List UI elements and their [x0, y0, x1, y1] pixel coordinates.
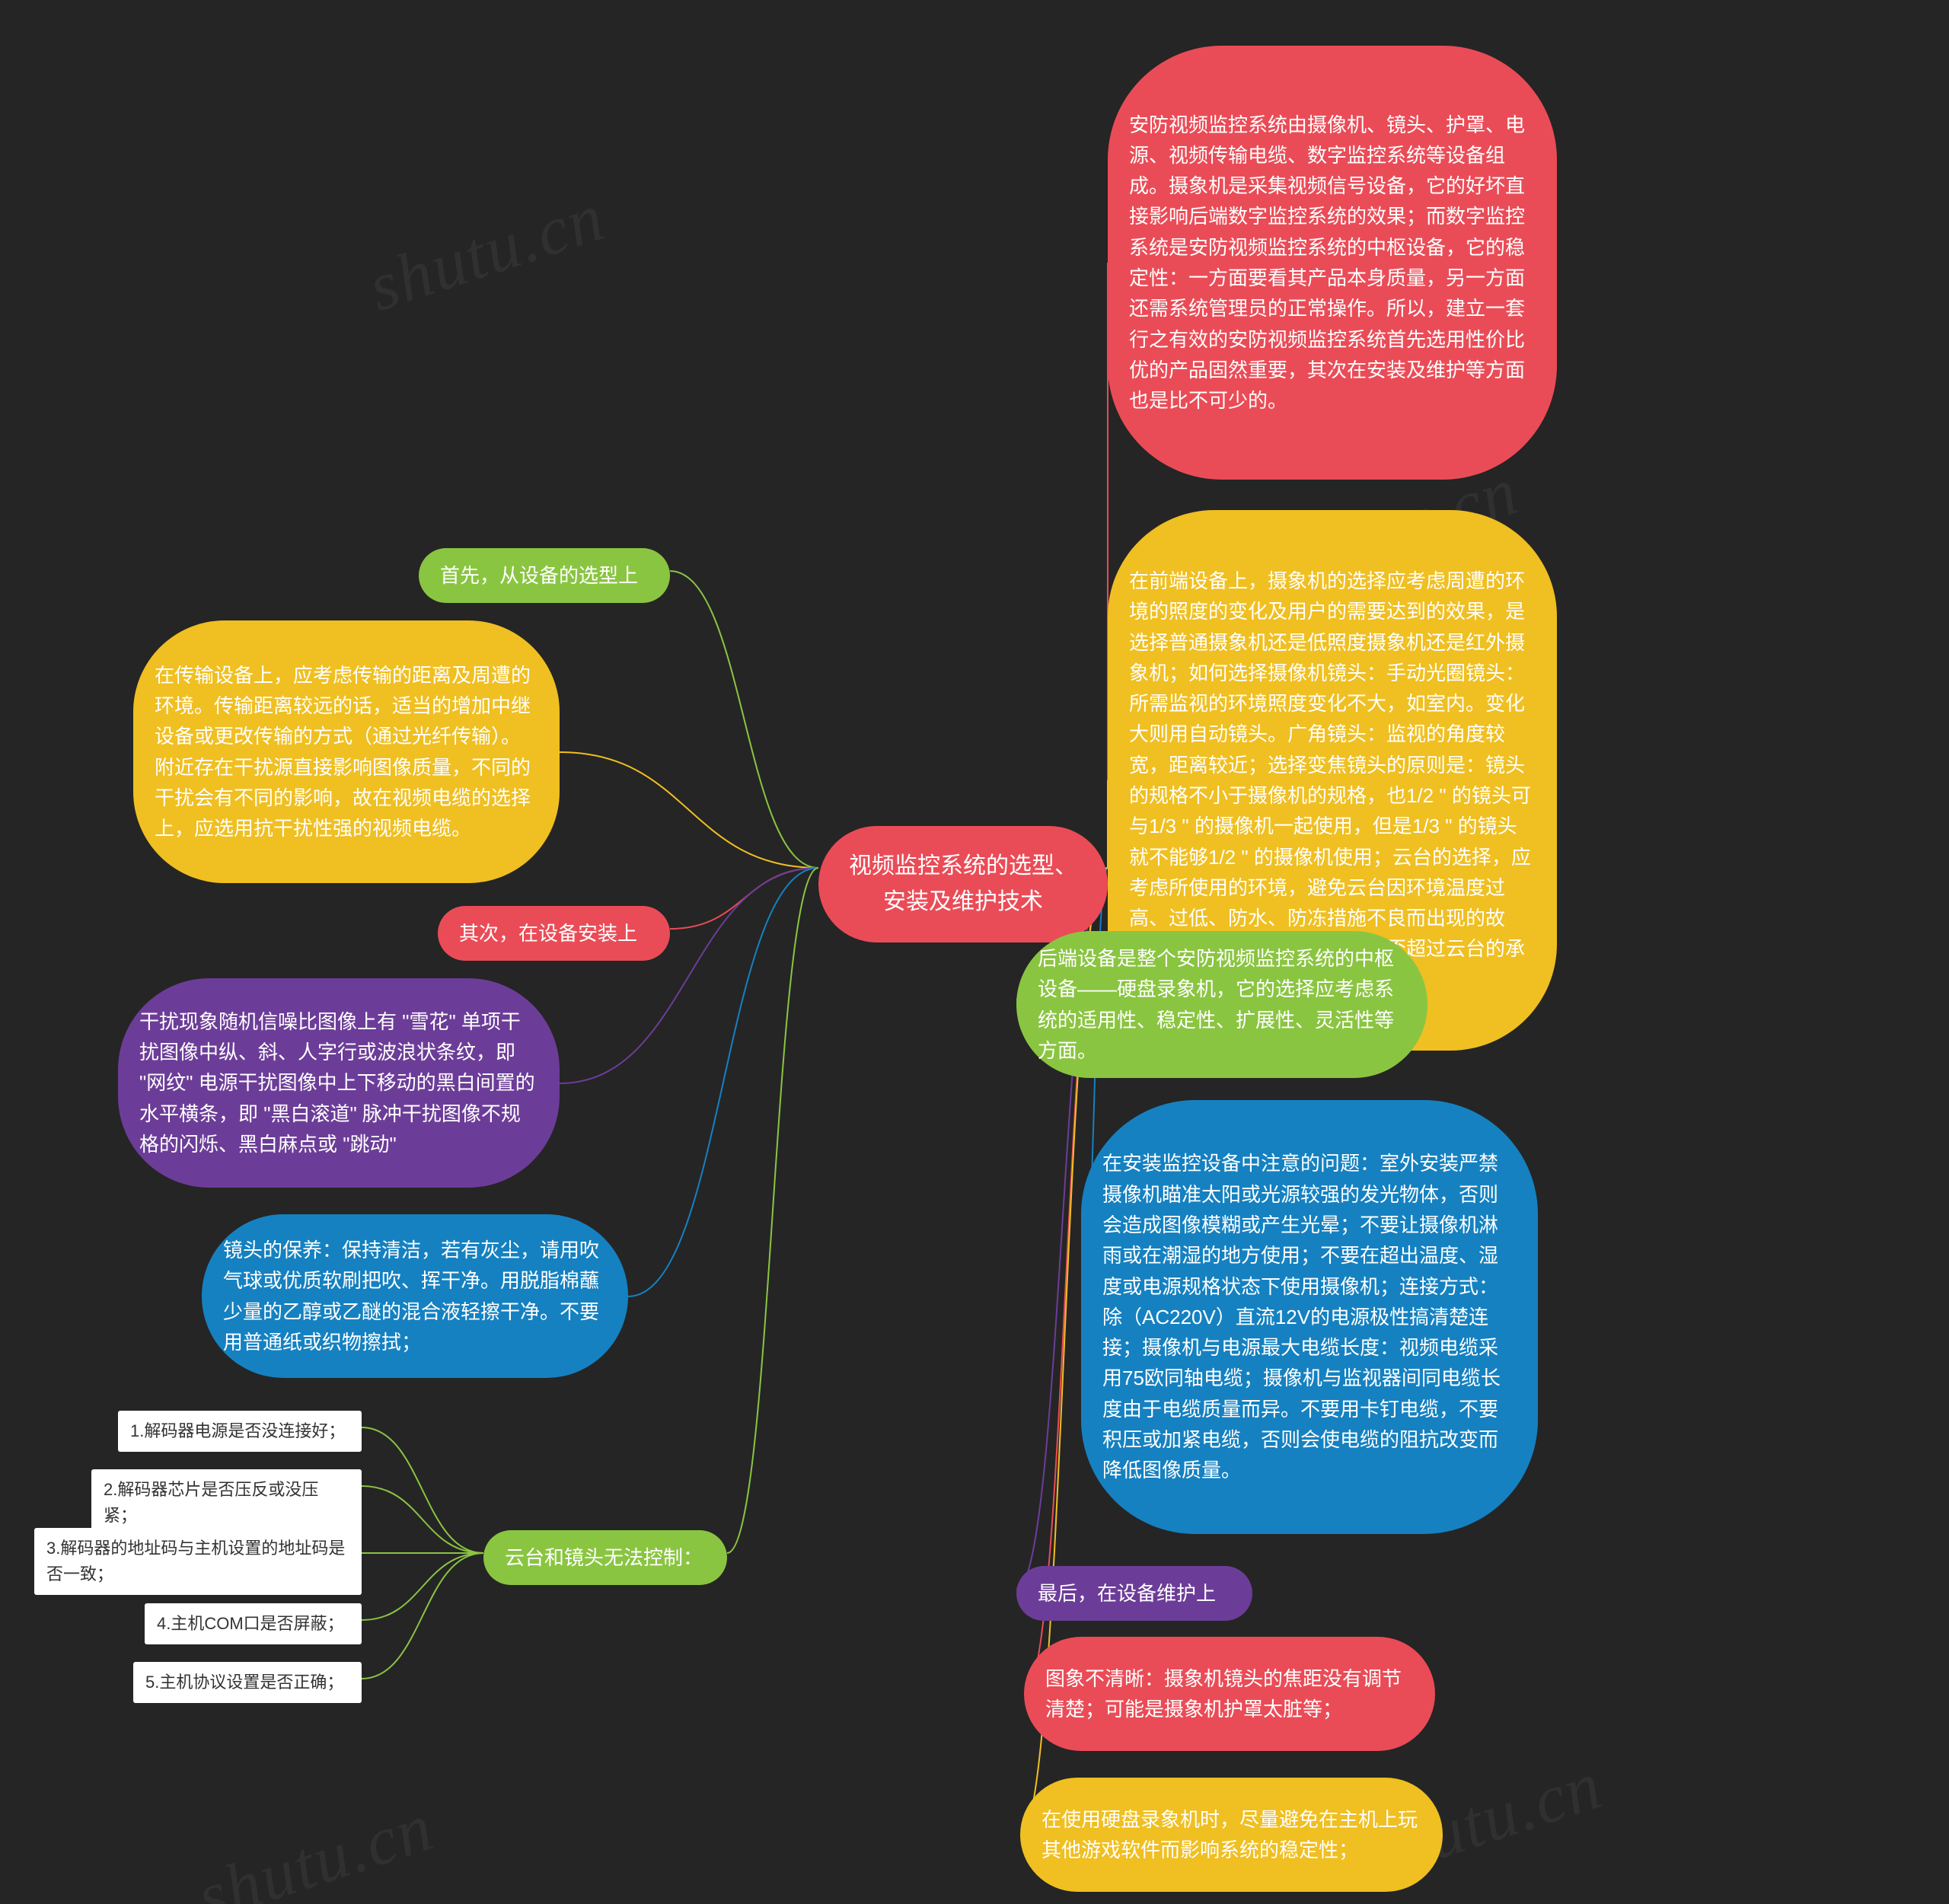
node-text: 在安装监控设备中注意的问题：室外安装严禁摄像机瞄准太阳或光源较强的发光物体，否则… [1102, 1148, 1517, 1485]
watermark: shutu.cn [188, 1788, 443, 1904]
mindmap-node[interactable]: 在传输设备上，应考虑传输的距离及周遭的环境。传输距离较远的话，适当的增加中继设备… [133, 620, 560, 883]
node-text: 在使用硬盘录象机时，尽量避免在主机上玩其他游戏软件而影响系统的稳定性； [1041, 1804, 1421, 1866]
node-text: 图象不清晰：摄象机镜头的焦距没有调节清楚；可能是摄象机护罩太脏等； [1045, 1663, 1414, 1725]
mindmap-node[interactable]: 图象不清晰：摄象机镜头的焦距没有调节清楚；可能是摄象机护罩太脏等； [1024, 1637, 1435, 1751]
mindmap-node[interactable]: 云台和镜头无法控制： [483, 1530, 727, 1585]
node-text: 安防视频监控系统由摄像机、镜头、护罩、电源、视频传输电缆、数字监控系统等设备组成… [1129, 110, 1536, 416]
mindmap-node[interactable]: 在使用硬盘录象机时，尽量避免在主机上玩其他游戏软件而影响系统的稳定性； [1020, 1778, 1443, 1892]
mindmap-node[interactable]: 其次，在设备安装上 [438, 906, 670, 961]
node-text: 2.解码器芯片是否压反或没压紧； [104, 1477, 349, 1529]
watermark: shutu.cn [359, 177, 614, 327]
mindmap-node[interactable]: 最后，在设备维护上 [1016, 1566, 1252, 1621]
mindmap-node[interactable]: 在安装监控设备中注意的问题：室外安装严禁摄像机瞄准太阳或光源较强的发光物体，否则… [1081, 1100, 1538, 1534]
node-text: 其次，在设备安装上 [459, 918, 637, 949]
mindmap-subnode[interactable]: 2.解码器芯片是否压反或没压紧； [91, 1469, 362, 1536]
mindmap-node[interactable]: 后端设备是整个安防视频监控系统的中枢设备——硬盘录象机，它的选择应考虑系统的适用… [1016, 931, 1427, 1078]
mindmap-subnode[interactable]: 4.主机COM口是否屏蔽； [145, 1603, 362, 1644]
mindmap-subnode[interactable]: 5.主机协议设置是否正确； [133, 1662, 362, 1703]
node-text: 最后，在设备维护上 [1038, 1578, 1216, 1609]
mindmap-node[interactable]: 安防视频监控系统由摄像机、镜头、护罩、电源、视频传输电缆、数字监控系统等设备组成… [1108, 46, 1557, 480]
node-text: 视频监控系统的选型、安装及维护技术 [849, 849, 1077, 920]
mindmap-node[interactable]: 干扰现象随机信噪比图像上有 "雪花" 单项干扰图像中纵、斜、人字行或波浪状条纹，… [118, 978, 560, 1188]
mindmap-subnode[interactable]: 1.解码器电源是否没连接好； [118, 1411, 362, 1452]
node-text: 5.主机协议设置是否正确； [145, 1670, 343, 1695]
node-text: 干扰现象随机信噪比图像上有 "雪花" 单项干扰图像中纵、斜、人字行或波浪状条纹，… [139, 1006, 538, 1159]
mindmap-node[interactable]: 镜头的保养：保持清洁，若有灰尘，请用吹气球或优质软刷把吹、挥干净。用脱脂棉蘸少量… [202, 1214, 628, 1378]
node-text: 首先，从设备的选型上 [440, 560, 638, 591]
mindmap-subnode[interactable]: 3.解码器的地址码与主机设置的地址码是否一致； [34, 1528, 362, 1595]
node-text: 3.解码器的地址码与主机设置的地址码是否一致； [46, 1536, 349, 1587]
node-text: 后端设备是整个安防视频监控系统的中枢设备——硬盘录象机，它的选择应考虑系统的适用… [1038, 943, 1406, 1066]
mindmap-node[interactable]: 首先，从设备的选型上 [419, 548, 670, 603]
root-node[interactable]: 视频监控系统的选型、安装及维护技术 [818, 826, 1108, 942]
node-text: 在传输设备上，应考虑传输的距离及周遭的环境。传输距离较远的话，适当的增加中继设备… [155, 660, 538, 844]
node-text: 镜头的保养：保持清洁，若有灰尘，请用吹气球或优质软刷把吹、挥干净。用脱脂棉蘸少量… [223, 1235, 607, 1357]
node-text: 云台和镜头无法控制： [505, 1542, 703, 1573]
mindmap-canvas: shutu.cnshutu.cnshutu.cnshutu.cnshutu.cn… [0, 0, 1949, 1904]
node-text: 4.主机COM口是否屏蔽； [157, 1611, 344, 1637]
node-text: 1.解码器电源是否没连接好； [130, 1418, 345, 1444]
